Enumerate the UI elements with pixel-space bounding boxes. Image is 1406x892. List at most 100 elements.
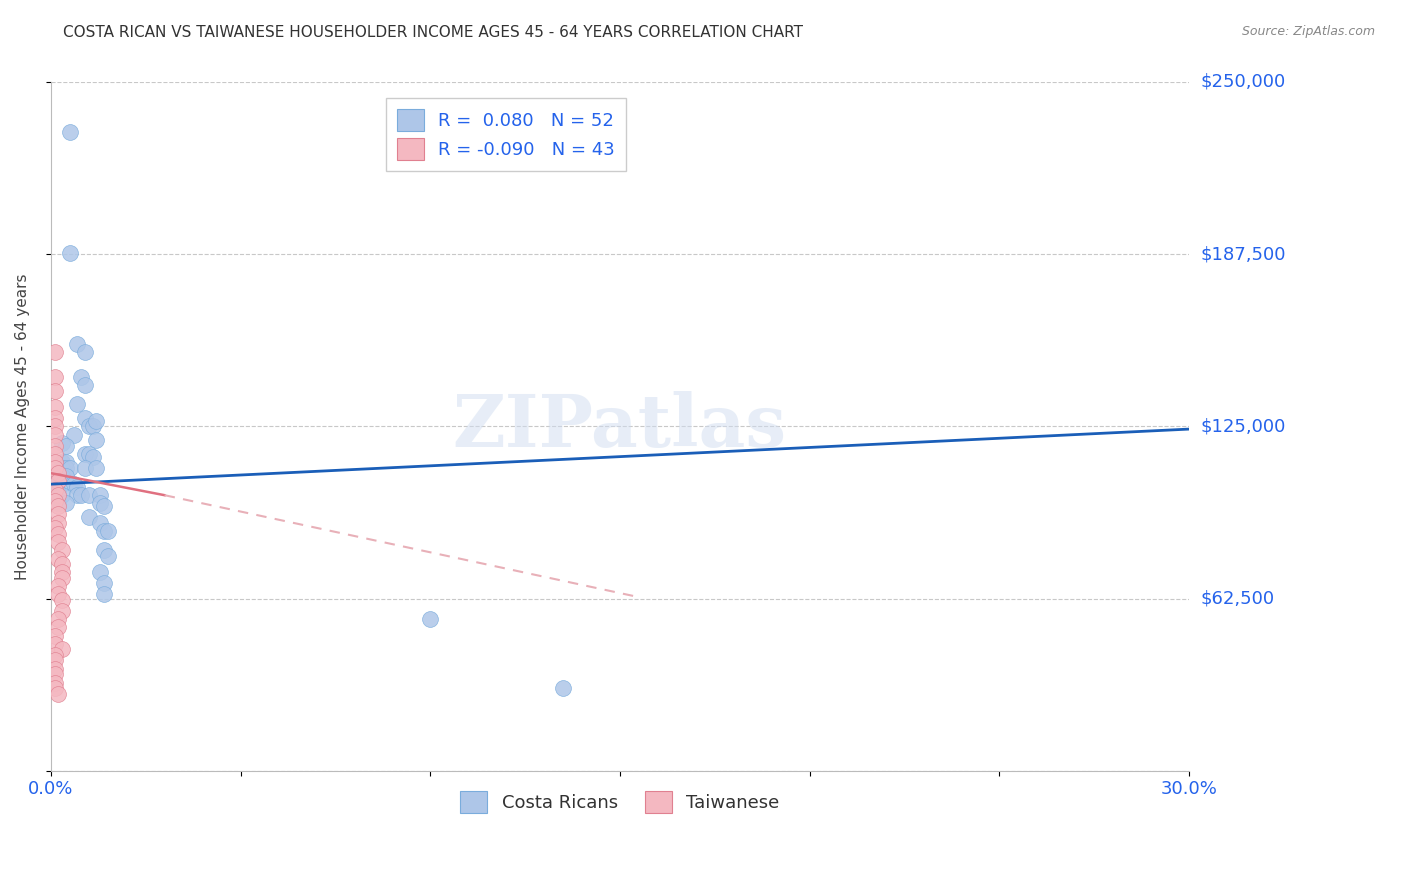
Point [66,397,89,411]
Point [44,460,66,475]
Point [48,612,70,626]
Point [97,549,120,563]
Point [77,447,100,461]
Point [51,566,73,580]
Point [73,460,96,475]
Point [48,496,70,510]
Point [48,475,70,489]
Point [93,576,115,591]
Point [48,475,70,489]
Point [551,681,574,695]
Point [55,496,77,510]
Point [51,571,73,585]
Point [48,620,70,634]
Point [66,336,89,351]
Text: $187,500: $187,500 [1201,245,1285,263]
Point [48,508,70,522]
Text: Source: ZipAtlas.com: Source: ZipAtlas.com [1241,25,1375,38]
Text: COSTA RICAN VS TAIWANESE HOUSEHOLDER INCOME AGES 45 - 64 YEARS CORRELATION CHART: COSTA RICAN VS TAIWANESE HOUSEHOLDER INC… [63,25,803,40]
Point [44,447,66,461]
Point [70,488,93,502]
Text: $62,500: $62,500 [1201,590,1274,607]
Text: $250,000: $250,000 [1201,73,1285,91]
Point [44,345,66,359]
Point [82,419,104,434]
Point [73,378,96,392]
Point [59,124,82,138]
Point [73,447,96,461]
Point [89,516,111,530]
Point [48,526,70,541]
Point [77,488,100,502]
Point [48,587,70,601]
Point [86,460,108,475]
Point [51,460,73,475]
Point [51,455,73,469]
Point [48,516,70,530]
Point [48,579,70,593]
Y-axis label: Householder Income Ages 45 - 64 years: Householder Income Ages 45 - 64 years [15,273,30,580]
Point [77,510,100,524]
Point [51,488,73,502]
Point [55,460,77,475]
Point [51,435,73,450]
Text: ZIPatlas: ZIPatlas [453,391,787,462]
Point [62,477,84,491]
Point [44,427,66,442]
Point [59,245,82,260]
Point [48,485,70,500]
Point [48,500,70,514]
Point [89,496,111,510]
Point [62,427,84,442]
Point [77,419,100,434]
Point [73,345,96,359]
Point [93,524,115,538]
Point [97,524,120,538]
Point [55,439,77,453]
Point [66,488,89,502]
Point [44,400,66,414]
Point [51,642,73,657]
Point [70,369,93,384]
Point [59,460,82,475]
Point [44,384,66,398]
Point [51,543,73,558]
Point [51,477,73,491]
Point [89,566,111,580]
Point [93,587,115,601]
Point [51,557,73,571]
Point [51,469,73,483]
Point [44,681,66,695]
Point [66,480,89,494]
Point [44,667,66,681]
Text: $125,000: $125,000 [1201,417,1285,435]
Point [44,653,66,667]
Point [44,483,66,497]
Point [44,675,66,690]
Point [51,593,73,607]
Point [44,493,66,508]
Point [86,433,108,447]
Point [48,466,70,480]
Point [44,662,66,676]
Point [55,455,77,469]
Point [48,551,70,566]
Point [48,535,70,549]
Point [73,411,96,425]
Point [44,521,66,535]
Point [44,369,66,384]
Point [48,687,70,701]
Legend: Costa Ricans, Taiwanese: Costa Ricans, Taiwanese [450,780,790,823]
Point [44,411,66,425]
Point [44,637,66,651]
Point [44,629,66,643]
Point [48,488,70,502]
Point [44,419,66,434]
Point [51,604,73,618]
Point [93,500,115,514]
Point [44,648,66,662]
Point [44,439,66,453]
Point [82,450,104,464]
Point [55,469,77,483]
Point [419,612,441,626]
